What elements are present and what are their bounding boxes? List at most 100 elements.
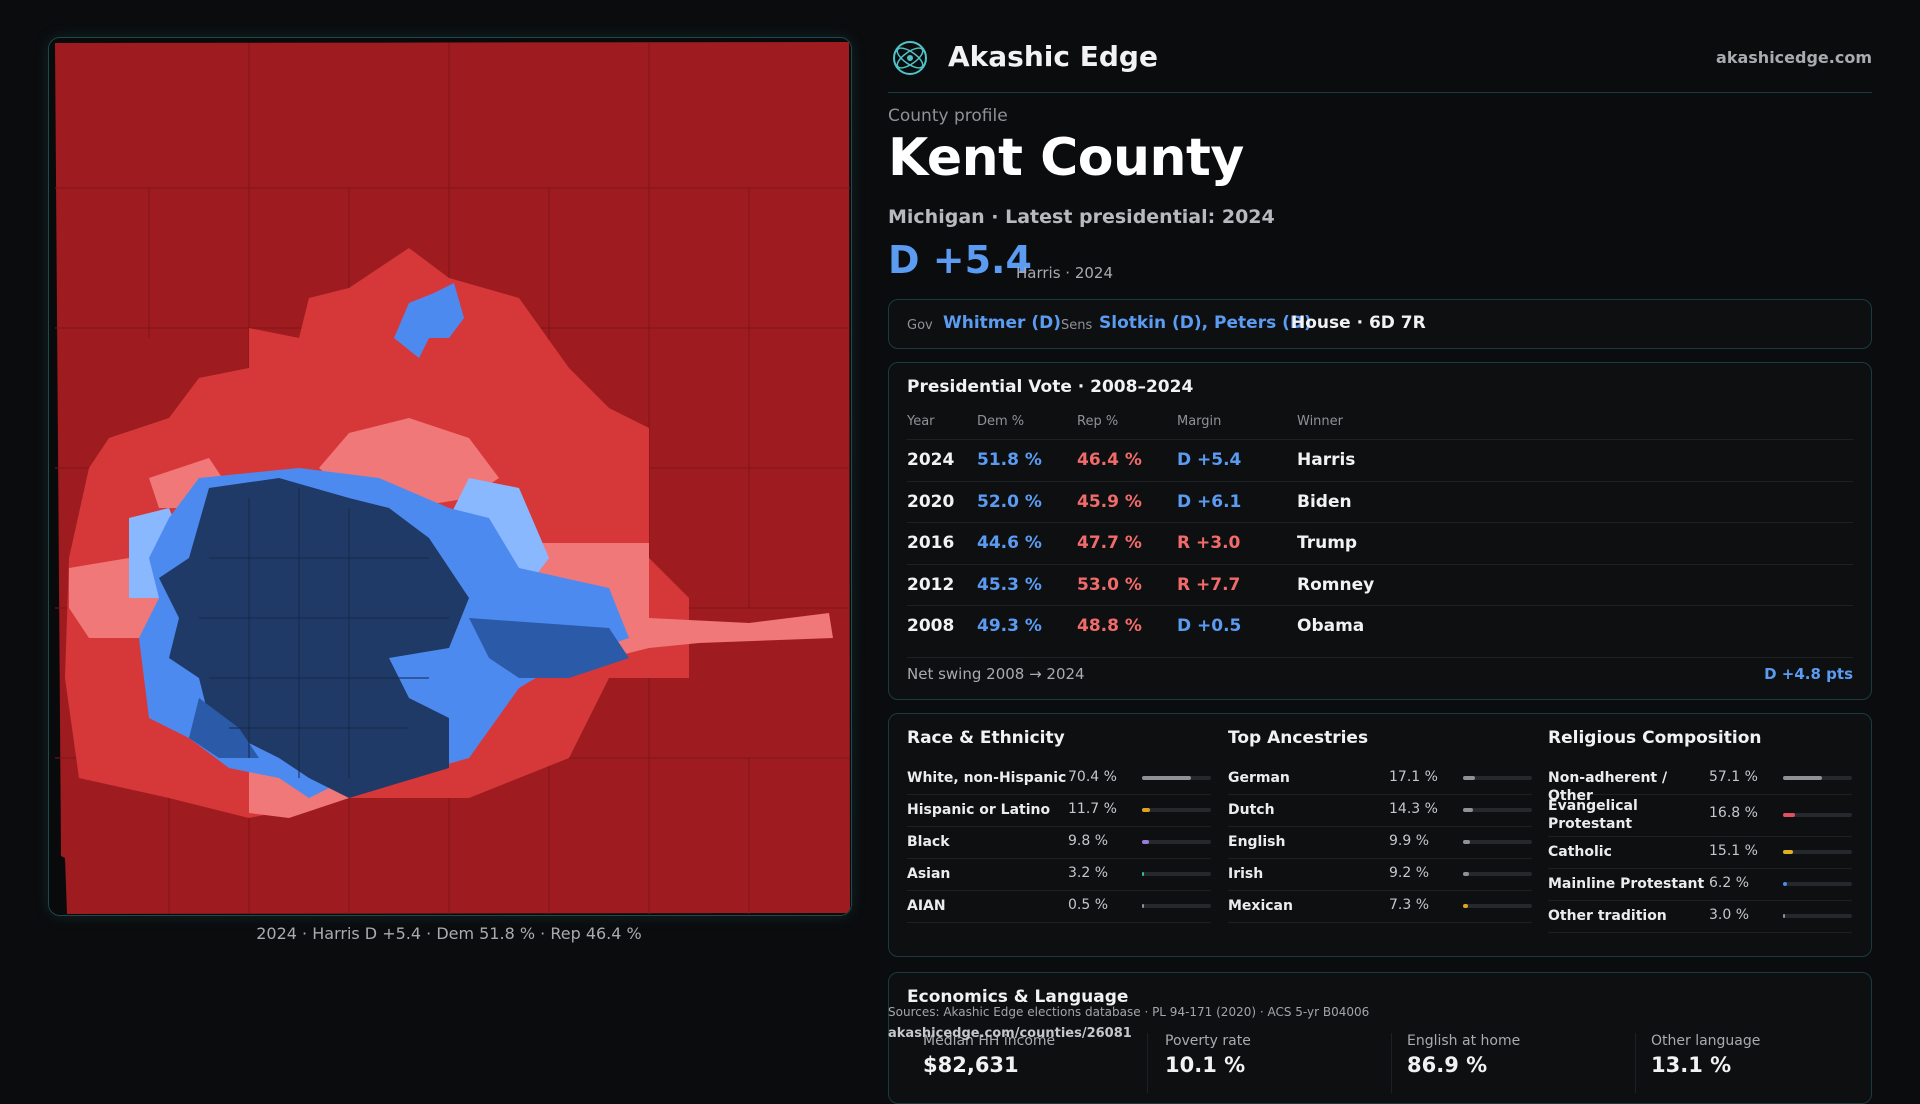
- share-bar: [1463, 808, 1532, 812]
- headline-margin: D +5.4: [888, 238, 1032, 282]
- demographic-row: English 9.9 %: [1228, 826, 1532, 859]
- row-value: 17.1 %: [1389, 769, 1438, 785]
- share-bar-fill: [1463, 776, 1475, 780]
- share-bar: [1463, 840, 1532, 844]
- header: Akashic Edge akashicedge.com: [888, 36, 1872, 93]
- cell-year: 2024: [907, 450, 955, 470]
- divider: [1147, 1033, 1148, 1093]
- row-value: 15.1 %: [1709, 843, 1758, 859]
- row-value: 3.2 %: [1068, 865, 1109, 881]
- table-row[interactable]: 2016 44.6 % 47.7 % R +3.0 Trump: [907, 522, 1853, 564]
- cell-winner: Romney: [1297, 574, 1375, 595]
- econ-label: Poverty rate: [1165, 1033, 1251, 1049]
- row-label: White, non-Hispanic: [907, 770, 1067, 786]
- governor-link[interactable]: Whitmer (D): [943, 313, 1062, 333]
- cell-year: 2016: [907, 533, 955, 553]
- demographic-row: Evangelical Protestant 16.8 %: [1548, 794, 1852, 837]
- race-ethnicity-column: Race & Ethnicity White, non-Hispanic 70.4…: [907, 714, 1211, 956]
- row-label: Mexican: [1228, 898, 1293, 914]
- econ-value: 13.1 %: [1651, 1053, 1732, 1077]
- cell-dem: 44.6 %: [977, 533, 1042, 553]
- share-bar-fill: [1783, 813, 1795, 817]
- atom-globe-icon[interactable]: [892, 40, 928, 76]
- demographic-row: German 17.1 %: [1228, 762, 1532, 795]
- share-bar: [1783, 813, 1852, 817]
- cell-year: 2012: [907, 574, 955, 595]
- share-bar: [1783, 776, 1852, 780]
- share-bar-fill: [1463, 808, 1473, 812]
- demographic-row: Other tradition 3.0 %: [1548, 900, 1852, 933]
- share-bar: [1142, 904, 1211, 908]
- gov-label: Gov: [907, 318, 933, 333]
- share-bar-fill: [1142, 904, 1144, 908]
- row-value: 7.3 %: [1389, 897, 1430, 913]
- race-title: Race & Ethnicity: [907, 728, 1065, 748]
- precinct-map-svg[interactable]: [49, 38, 851, 915]
- col-header-margin: Margin: [1177, 414, 1222, 429]
- share-bar-fill: [1463, 904, 1469, 908]
- econ-value: 10.1 %: [1165, 1053, 1246, 1077]
- cell-year: 2008: [907, 616, 955, 636]
- religion-column: Religious Composition Non-adherent / Oth…: [1548, 714, 1852, 956]
- county-map[interactable]: [48, 37, 852, 916]
- demographics-card: Race & Ethnicity White, non-Hispanic 70.4…: [888, 713, 1872, 957]
- econ-label: Other language: [1651, 1033, 1761, 1049]
- share-bar-fill: [1783, 914, 1786, 918]
- row-label: Mainline Protestant: [1548, 876, 1705, 892]
- cell-year: 2020: [907, 491, 955, 512]
- net-swing-label: Net swing 2008 → 2024: [907, 665, 1085, 683]
- share-bar-fill: [1463, 840, 1470, 844]
- table-row[interactable]: 2020 52.0 % 45.9 % D +6.1 Biden: [907, 480, 1853, 523]
- share-bar-fill: [1783, 850, 1794, 854]
- row-label: Dutch: [1228, 802, 1275, 818]
- row-value: 57.1 %: [1709, 769, 1758, 785]
- page-kicker: County profile: [888, 106, 1008, 126]
- row-value: 70.4 %: [1068, 769, 1117, 785]
- share-bar: [1142, 808, 1211, 812]
- sens-label: Sens: [1061, 318, 1093, 333]
- headline-margin-sub: Harris · 2024: [1016, 264, 1114, 282]
- econ-value: 86.9 %: [1407, 1053, 1488, 1077]
- econ-label: English at home: [1407, 1033, 1521, 1049]
- site-link[interactable]: akashicedge.com: [1716, 48, 1872, 67]
- demographic-row: Dutch 14.3 %: [1228, 794, 1532, 827]
- row-value: 0.5 %: [1068, 897, 1109, 913]
- county-profile-panel: Akashic Edge akashicedge.com County prof…: [888, 0, 1872, 1104]
- cell-winner: Trump: [1297, 533, 1358, 553]
- demographic-row: Catholic 15.1 %: [1548, 836, 1852, 869]
- row-label: Other tradition: [1548, 908, 1667, 924]
- page-subtitle: Michigan · Latest presidential: 2024: [888, 206, 1275, 228]
- row-label: Asian: [907, 866, 951, 882]
- row-label: English: [1228, 834, 1286, 850]
- table-row[interactable]: 2008 49.3 % 48.8 % D +0.5 Obama: [907, 605, 1853, 647]
- cell-winner: Harris: [1297, 450, 1356, 470]
- officials-bar: Gov Whitmer (D) Sens Slotkin (D), Peters…: [888, 299, 1872, 349]
- share-bar: [1463, 776, 1532, 780]
- cell-dem: 49.3 %: [977, 616, 1042, 636]
- cell-winner: Obama: [1297, 616, 1365, 636]
- share-bar-fill: [1142, 808, 1151, 812]
- demographic-row: Hispanic or Latino 11.7 %: [907, 794, 1211, 827]
- cell-rep: 48.8 %: [1077, 616, 1142, 636]
- demographic-row: Asian 3.2 %: [907, 858, 1211, 891]
- demographic-row: Mainline Protestant 6.2 %: [1548, 868, 1852, 901]
- row-label: German: [1228, 770, 1290, 786]
- map-caption: 2024 · Harris D +5.4 · Dem 51.8 % · Rep …: [256, 924, 642, 943]
- presidential-vote-card: Presidential Vote · 2008–2024 Year Dem %…: [888, 362, 1872, 700]
- brand-name[interactable]: Akashic Edge: [948, 40, 1158, 73]
- col-header-winner: Winner: [1297, 414, 1344, 429]
- senators-link[interactable]: Slotkin (D), Peters (D): [1099, 313, 1312, 333]
- table-row[interactable]: 2024 51.8 % 46.4 % D +5.4 Harris: [907, 439, 1853, 481]
- share-bar: [1142, 872, 1211, 876]
- share-bar: [1142, 776, 1211, 780]
- cell-margin: D +6.1: [1177, 491, 1242, 512]
- row-label: Evangelical Protestant: [1548, 798, 1638, 832]
- table-row[interactable]: 2012 45.3 % 53.0 % R +7.7 Romney: [907, 563, 1853, 606]
- share-bar-fill: [1783, 882, 1788, 886]
- cell-rep: 46.4 %: [1077, 450, 1142, 470]
- row-label: Hispanic or Latino: [907, 802, 1051, 818]
- row-label: Black: [907, 834, 950, 850]
- net-swing-value: D +4.8 pts: [1764, 665, 1853, 683]
- sources-note: Sources: Akashic Edge elections database…: [888, 1005, 1370, 1019]
- permalink[interactable]: akashicedge.com/counties/26081: [888, 1026, 1132, 1041]
